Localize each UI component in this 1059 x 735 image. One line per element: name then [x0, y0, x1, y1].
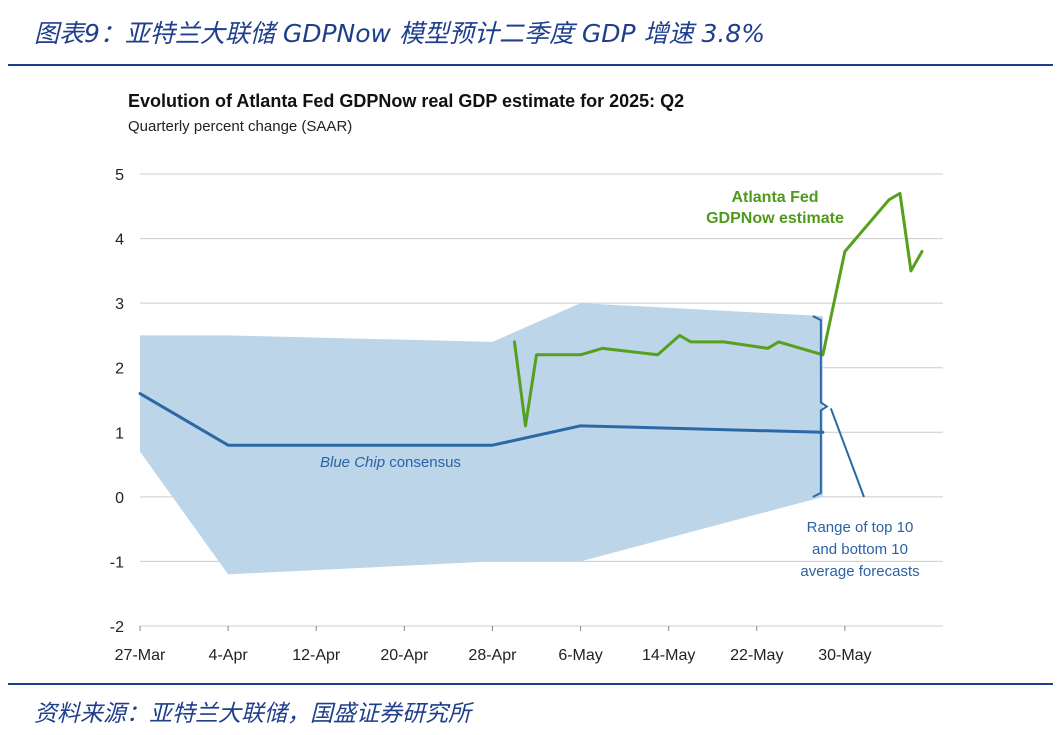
x-tick-label-6: 14-May	[642, 647, 695, 664]
x-tick-label-1: 4-Apr	[209, 647, 249, 664]
y-tick-label-4: 1	[115, 425, 124, 442]
figure-caption: 图表9：亚特兰大联储 GDPNow 模型预计二季度 GDP 增速 3.8%	[34, 19, 765, 48]
source-note: 资料来源：亚特兰大联储，国盛证券研究所	[34, 701, 471, 727]
range-bracket	[812, 315, 865, 498]
y-axis-ticks: 5 4 3 2 1 0 -1 -2	[110, 167, 124, 636]
range-label-line3: average forecasts	[800, 563, 919, 580]
x-axis-ticks: 27-Mar 4-Apr 12-Apr 20-Apr 28-Apr 6-May 14-May…	[115, 626, 872, 664]
y-tick-label-7: -2	[110, 619, 124, 636]
chart-title: Evolution of Atlanta Fed GDPNow real GDP…	[128, 91, 684, 111]
bluechip-label: Blue Chip consensus	[320, 454, 461, 471]
gdpnow-label-line2: GDPNow estimate	[706, 210, 844, 227]
y-tick-label-0: 5	[115, 167, 124, 184]
chart-subtitle: Quarterly percent change (SAAR)	[128, 118, 352, 135]
x-tick-label-2: 12-Apr	[292, 647, 341, 664]
range-bracket-path	[812, 315, 829, 498]
bottom-rule	[8, 683, 1053, 685]
x-tick-label-4: 28-Apr	[468, 647, 517, 664]
y-tick-label-5: 0	[115, 490, 124, 507]
range-label-line2: and bottom 10	[812, 541, 908, 558]
x-tick-label-5: 6-May	[558, 647, 602, 664]
x-tick-label-0: 27-Mar	[115, 647, 166, 664]
y-tick-label-1: 4	[115, 232, 124, 249]
x-tick-label-3: 20-Apr	[380, 647, 429, 664]
y-tick-label-2: 3	[115, 296, 124, 313]
forecast-range-band	[140, 303, 823, 575]
bluechip-label-rest: consensus	[385, 454, 461, 471]
forecast-range-area	[140, 303, 823, 575]
range-label-line1: Range of top 10	[807, 519, 914, 536]
x-tick-label-7: 22-May	[730, 647, 783, 664]
top-rule	[8, 64, 1053, 66]
gdpnow-label-line1: Atlanta Fed	[731, 189, 818, 206]
series-lines	[138, 191, 924, 447]
y-tick-label-3: 2	[115, 361, 124, 378]
bluechip-line	[138, 392, 825, 447]
gdpnow-line	[512, 191, 924, 428]
x-tick-label-8: 30-May	[818, 647, 871, 664]
bluechip-label-italic: Blue Chip	[320, 454, 385, 471]
y-tick-label-6: -1	[110, 554, 124, 571]
range-bracket-leader	[829, 408, 865, 498]
